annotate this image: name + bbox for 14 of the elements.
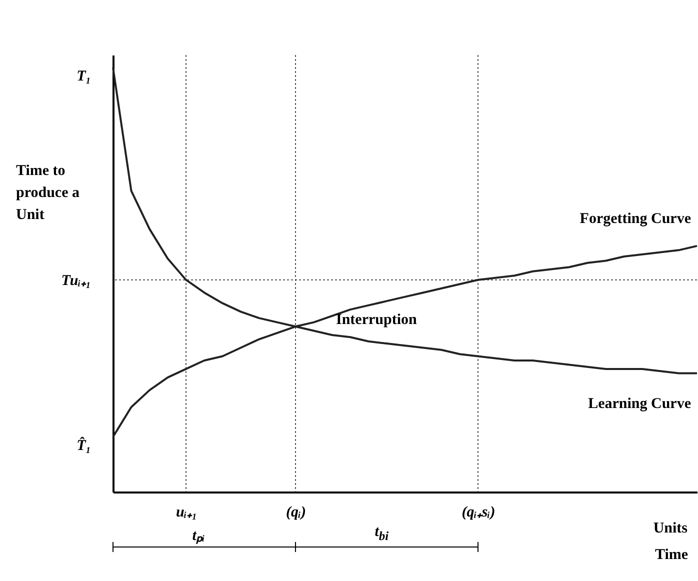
text: T₁ xyxy=(76,68,91,85)
text: tₚᵢ xyxy=(192,527,205,545)
text: T̂₁ xyxy=(76,436,91,454)
text: t$_{bi}$ xyxy=(374,524,389,544)
x-tick-label: (qᵢ₊sᵢ) xyxy=(462,504,496,520)
ref-line-label: Tuᵢ₊₁ xyxy=(61,272,91,289)
text: Time xyxy=(655,547,688,564)
series-label: Forgetting Curve xyxy=(580,210,692,227)
annotation: Interruption xyxy=(336,312,417,329)
x-axis-title: Units xyxy=(653,520,688,536)
x-tick-label: uᵢ₊₁ xyxy=(176,504,198,520)
series-label: Learning Curve xyxy=(588,396,692,412)
x-tick-label: (qᵢ) xyxy=(286,504,306,520)
y-axis-title: Time to produce a Unit xyxy=(16,162,80,225)
